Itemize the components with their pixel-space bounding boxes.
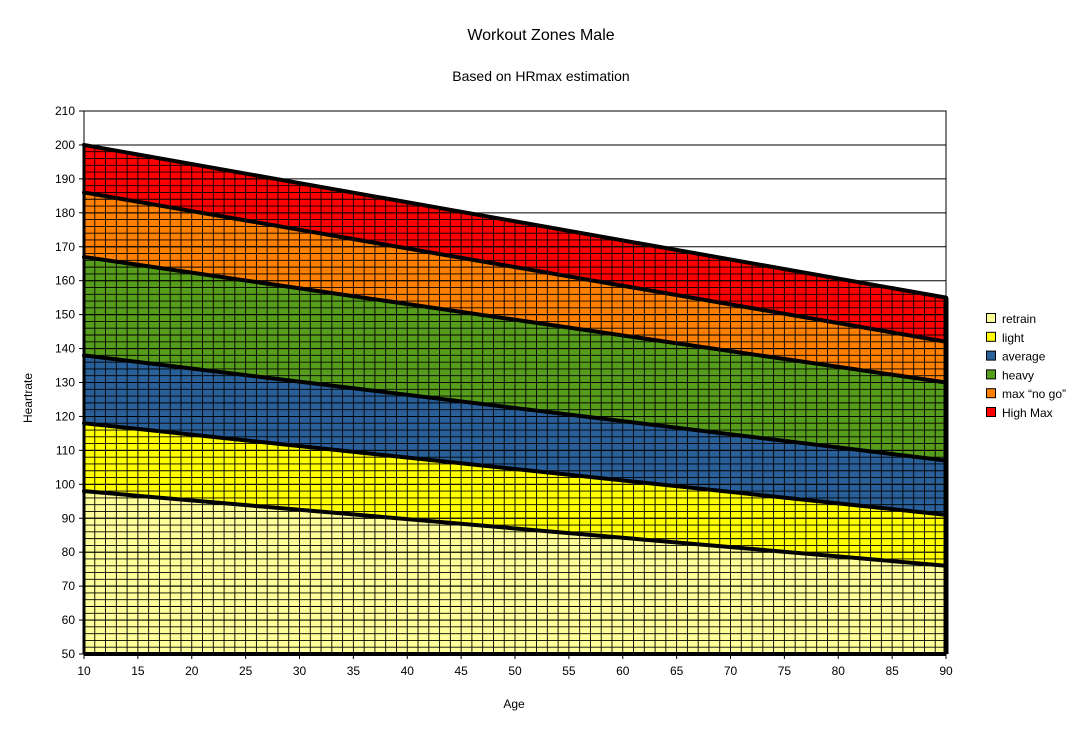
y-tick-label: 130 (55, 376, 75, 390)
x-tick-label: 55 (562, 664, 576, 678)
legend-swatch (986, 331, 996, 342)
x-tick-label: 50 (508, 664, 522, 678)
x-tick-label: 75 (778, 664, 792, 678)
y-axis-ticks: 50 60 70 80 90 100 110 120 130 140 150 160 170 180 190… (55, 104, 84, 661)
y-tick-label: 110 (56, 443, 75, 457)
x-tick-label: 40 (401, 664, 415, 678)
y-tick-label: 120 (55, 409, 75, 423)
y-tick-label: 140 (55, 342, 75, 356)
legend-swatch (986, 388, 996, 399)
legend-swatch (986, 407, 996, 417)
zone-boundary-1 (82, 489, 948, 568)
x-tick-label: 10 (77, 664, 91, 678)
legend-label: average (1002, 350, 1046, 364)
zone-boundary-5 (82, 190, 948, 344)
x-tick-label: 45 (454, 664, 468, 678)
legend-label: light (1002, 331, 1025, 345)
zone-boundary-3 (82, 353, 948, 463)
zone-boundary-4 (82, 254, 948, 385)
x-tick-label: 80 (832, 664, 846, 678)
zone-boundary-6 (82, 142, 948, 300)
x-tick-label: 90 (939, 664, 953, 678)
x-tick-label: 25 (239, 664, 253, 678)
x-axis-ticks: 10 15 20 25 30 35 40 45 50 55 60 65 70 75 80 85 90 (77, 654, 953, 678)
y-tick-label: 180 (55, 206, 75, 220)
y-tick-label: 50 (62, 647, 76, 661)
legend-label: heavy (1002, 368, 1034, 382)
legend-label: retrain (1002, 312, 1036, 326)
legend-label: max “no go” (1002, 387, 1066, 401)
y-tick-label: 80 (62, 545, 76, 559)
y-tick-label: 70 (62, 579, 76, 593)
y-tick-label: 150 (55, 308, 75, 322)
legend-swatch (986, 350, 996, 361)
chart-subtitle: Based on HRmax estimation (452, 68, 629, 84)
x-tick-label: 20 (185, 664, 199, 678)
legend-label: High Max (1002, 406, 1053, 420)
y-tick-label: 190 (55, 172, 75, 186)
y-tick-label: 90 (62, 511, 76, 525)
x-tick-label: 60 (616, 664, 630, 678)
y-tick-label: 60 (62, 613, 76, 627)
chart-title: Workout Zones Male (467, 27, 614, 44)
y-tick-label: 160 (55, 274, 75, 288)
legend-swatch (986, 369, 996, 380)
legend: retrain light average heavy max “no go” High … (986, 312, 1066, 420)
y-tick-label: 100 (55, 477, 75, 491)
x-tick-label: 30 (293, 664, 307, 678)
x-tick-label: 70 (724, 664, 738, 678)
y-axis-title: Heartrate (21, 373, 35, 423)
x-tick-label: 65 (670, 664, 684, 678)
legend-swatch (986, 313, 996, 323)
y-tick-label: 170 (55, 240, 75, 254)
x-axis-title: Age (503, 697, 525, 711)
zone-boundary-2 (82, 421, 948, 517)
y-tick-label: 200 (55, 138, 75, 152)
x-tick-label: 15 (131, 664, 145, 678)
y-tick-label: 210 (55, 104, 75, 118)
x-tick-label: 85 (885, 664, 899, 678)
x-tick-label: 35 (347, 664, 361, 678)
